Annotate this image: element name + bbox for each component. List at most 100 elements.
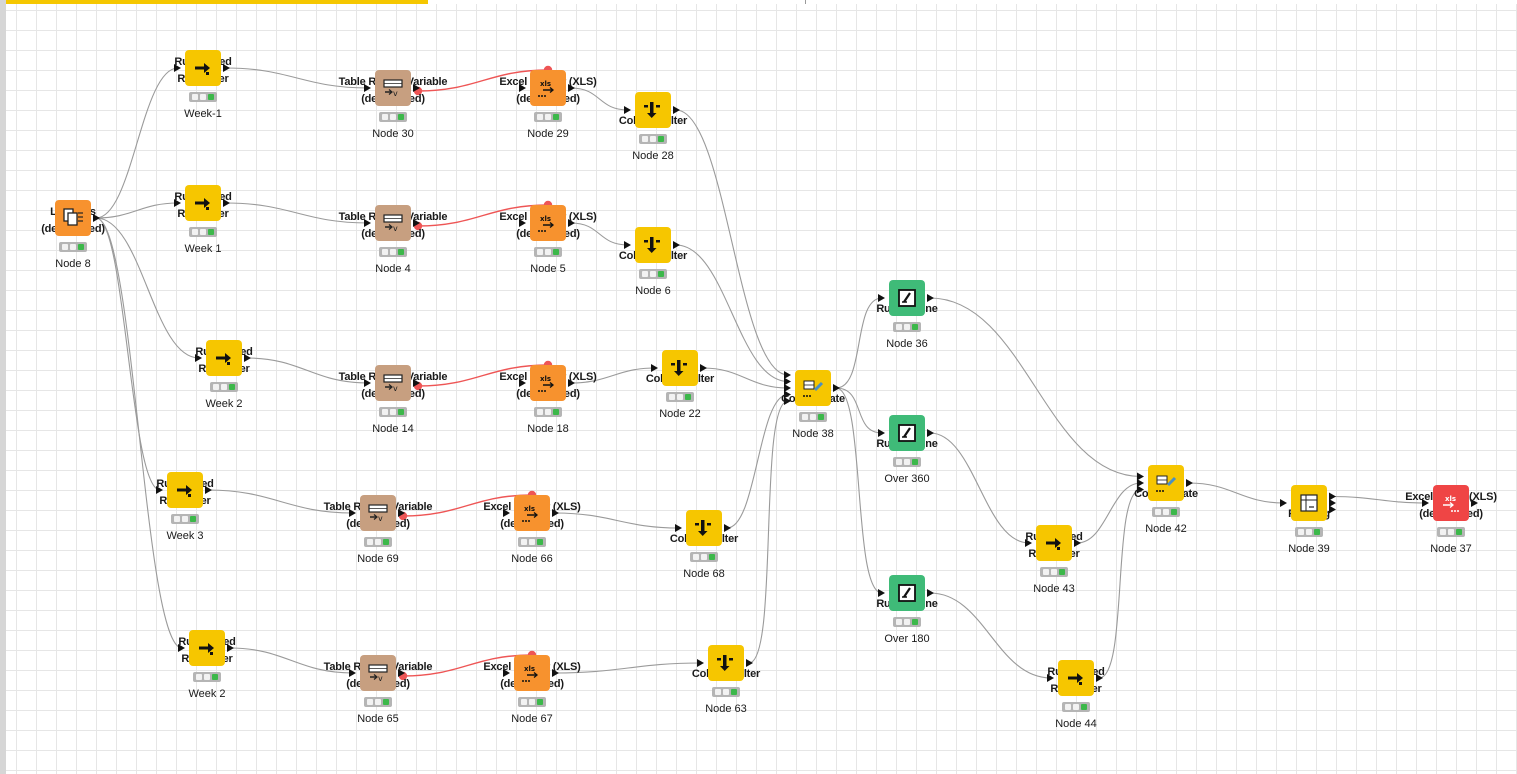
input-port[interactable] [174, 64, 181, 72]
workflow-node[interactable]: Rule-based Row FilterWeek-1 [163, 30, 243, 140]
output-port[interactable] [700, 364, 707, 372]
workflow-node[interactable]: Rule EngineOver 180 [867, 555, 947, 665]
input-port[interactable] [1137, 472, 1144, 481]
data-connection[interactable] [95, 217, 161, 491]
node-icon-box[interactable] [662, 350, 698, 386]
output-port[interactable] [413, 84, 420, 92]
input-port[interactable] [349, 669, 356, 677]
node-icon-box[interactable]: v [375, 70, 411, 106]
data-connection[interactable] [1331, 495, 1427, 504]
node-icon-box[interactable] [185, 50, 221, 86]
workflow-node[interactable]: Rule-based Row FilterWeek 3 [145, 452, 225, 562]
workflow-node[interactable]: ConcatenateNode 38 [773, 350, 853, 460]
input-port[interactable] [364, 84, 371, 92]
output-port[interactable] [746, 659, 753, 667]
workflow-node[interactable]: Rule EngineNode 36 [867, 260, 947, 370]
node-icon-box[interactable] [686, 510, 722, 546]
workflow-node[interactable]: Table Row to Variable (deprecated)vNode … [324, 475, 433, 585]
data-connection[interactable] [835, 387, 883, 594]
data-connection[interactable] [570, 87, 629, 111]
node-annotation-label[interactable]: Node 43 [1033, 583, 1075, 595]
input-port[interactable] [1137, 485, 1144, 494]
node-icon-box[interactable]: xls [514, 655, 550, 691]
node-icon-box[interactable]: xls [530, 70, 566, 106]
output-port[interactable] [244, 354, 251, 362]
node-icon-box[interactable] [708, 645, 744, 681]
output-port[interactable] [927, 589, 934, 597]
node-annotation-label[interactable]: Node 6 [635, 285, 671, 297]
node-annotation-label[interactable]: Node 4 [375, 263, 411, 275]
input-port[interactable] [174, 199, 181, 207]
data-connection[interactable] [95, 217, 200, 359]
node-annotation-label[interactable]: Node 28 [632, 150, 674, 162]
workflow-node[interactable]: Table Row to Variable (deprecated)vNode … [339, 185, 448, 295]
data-connection[interactable] [702, 367, 789, 389]
data-connection[interactable] [95, 67, 179, 219]
node-icon-box[interactable] [1291, 485, 1327, 521]
node-annotation-label[interactable]: Week-1 [184, 108, 222, 120]
node-icon-box[interactable] [185, 185, 221, 221]
node-icon-box[interactable]: v [360, 495, 396, 531]
workflow-node[interactable]: Rule EngineOver 360 [867, 395, 947, 505]
output-port[interactable] [552, 509, 559, 517]
workflow-node[interactable]: Rule-based Row FilterWeek 2 [184, 320, 264, 430]
data-connection[interactable] [929, 297, 1142, 478]
input-port[interactable] [624, 106, 631, 114]
input-port[interactable] [195, 354, 202, 362]
workflow-node[interactable]: Table Row to Variable (deprecated)vNode … [339, 50, 448, 160]
node-annotation-label[interactable]: Node 38 [792, 428, 834, 440]
node-icon-box[interactable] [1148, 465, 1184, 501]
output-port[interactable] [223, 199, 230, 207]
output-port[interactable] [227, 644, 234, 652]
node-annotation-label[interactable]: Node 29 [527, 128, 569, 140]
input-port[interactable] [878, 589, 885, 597]
node-annotation-label[interactable]: Node 18 [527, 423, 569, 435]
workflow-node[interactable]: Table Row to Variable (deprecated)vNode … [324, 635, 433, 745]
node-icon-box[interactable] [889, 415, 925, 451]
output-port[interactable] [1471, 499, 1478, 507]
data-connection[interactable] [570, 367, 656, 384]
node-annotation-label[interactable]: Node 14 [372, 423, 414, 435]
input-port[interactable] [624, 241, 631, 249]
output-port[interactable] [927, 429, 934, 437]
output-port[interactable] [413, 379, 420, 387]
node-icon-box[interactable]: xls [1433, 485, 1469, 521]
input-port[interactable] [519, 84, 526, 92]
input-port[interactable] [784, 397, 791, 405]
input-port[interactable] [349, 509, 356, 517]
output-port[interactable] [398, 669, 405, 677]
node-annotation-label[interactable]: Node 36 [886, 338, 928, 350]
workflow-canvas[interactable] [6, 4, 1517, 774]
input-port[interactable] [1422, 499, 1429, 507]
node-icon-box[interactable] [635, 92, 671, 128]
output-port[interactable] [1186, 479, 1193, 487]
node-annotation-label[interactable]: Week 2 [205, 398, 243, 410]
input-port[interactable] [503, 669, 510, 677]
node-icon-box[interactable]: v [375, 365, 411, 401]
input-port[interactable] [878, 294, 885, 302]
node-icon-box[interactable] [167, 472, 203, 508]
node-icon-box[interactable] [795, 370, 831, 406]
data-connection[interactable] [229, 647, 354, 674]
node-annotation-label[interactable]: Node 65 [357, 713, 399, 725]
data-connection[interactable] [225, 202, 369, 224]
data-connection[interactable] [570, 222, 629, 246]
input-port[interactable] [519, 379, 526, 387]
workflow-node[interactable]: Rule-based Row FilterWeek 2 [167, 610, 247, 720]
node-icon-box[interactable] [55, 200, 91, 236]
output-port[interactable] [724, 524, 731, 532]
node-annotation-label[interactable]: Node 67 [511, 713, 553, 725]
output-port[interactable] [93, 214, 100, 222]
data-connection[interactable] [675, 109, 789, 376]
input-port[interactable] [178, 644, 185, 652]
node-icon-box[interactable]: v [375, 205, 411, 241]
output-port[interactable] [205, 486, 212, 494]
node-icon-box[interactable] [1058, 660, 1094, 696]
